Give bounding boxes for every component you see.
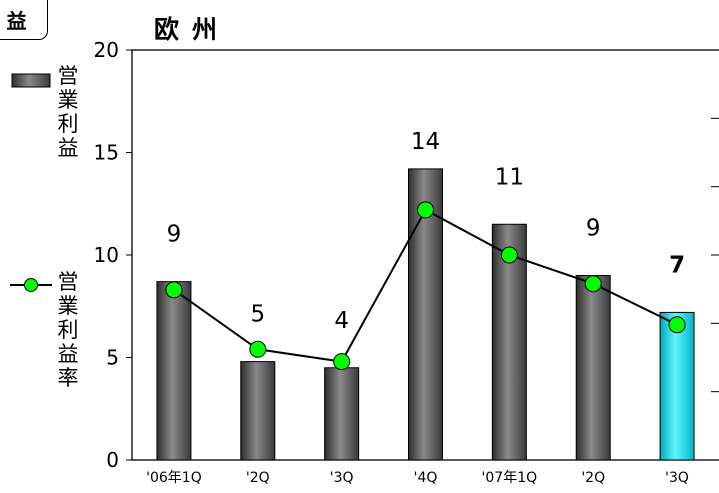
bar-labels: 9 5 4 14 11 9 7 [167,129,685,334]
y-tick-label: 15 [94,141,119,165]
bar [240,361,276,461]
legend-bar-swatch [11,73,51,88]
bar [324,367,360,461]
margin-point [500,246,518,264]
y-axis-ticks: 0 5 10 15 20 [94,38,132,472]
legend-marker-swatch [24,278,38,292]
section-tab: 益 [0,0,48,40]
bar [575,275,611,461]
margin-point [165,281,183,299]
bar-label: 5 [250,302,265,328]
x-tick-label: '07年1Q [482,470,538,486]
bar [156,281,192,461]
x-axis-ticks: '06年1Q '2Q '3Q '4Q '07年1Q '2Q '3Q [146,470,689,486]
x-tick-label: '3Q [330,470,354,486]
bar-label: 4 [334,308,349,334]
x-tick-label: '4Q [414,470,438,486]
bar-label: 9 [586,216,601,242]
bar-label: 7 [669,252,685,278]
bar-label: 9 [167,222,182,248]
margin-point [668,316,686,334]
bar-label: 11 [495,164,524,190]
x-tick-label: '06年1Q [146,470,202,486]
bar-label: 14 [411,129,440,155]
y-tick-label: 0 [106,448,119,472]
legend-label-operating-profit: 営業利益 [57,64,79,160]
bar [659,311,695,461]
x-tick-label: '2Q [246,470,270,486]
section-tab-label: 益 [6,9,27,33]
y-tick-label: 10 [94,243,119,267]
y-tick-label: 20 [94,38,119,62]
y-tick-label: 5 [106,346,119,370]
chart-title: 欧州 [154,15,231,44]
margin-point [417,201,434,219]
margin-line [165,201,686,371]
right-axis-ticks [711,117,719,393]
margin-point [584,275,602,293]
x-tick-label: '3Q [665,470,689,486]
bar [491,223,527,461]
legend-label-operating-margin: 営業利益率 [57,270,79,390]
x-tick-label: '2Q [581,470,605,486]
margin-point [333,353,351,371]
margin-point [249,340,267,358]
